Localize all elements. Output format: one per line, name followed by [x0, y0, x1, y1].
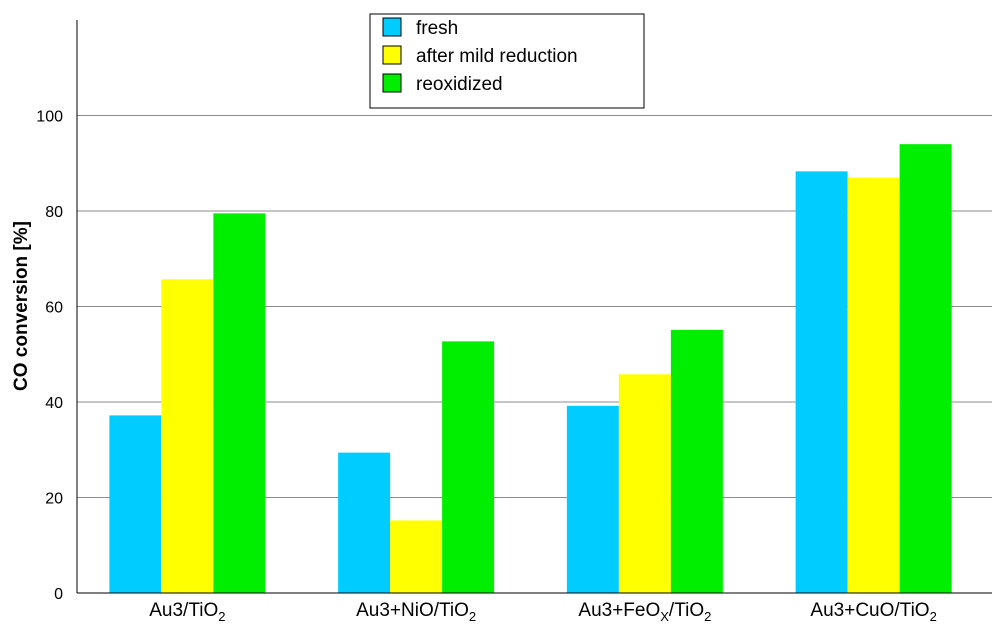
legend-label: fresh [416, 18, 458, 39]
bars [109, 144, 952, 593]
bar-after-mild-reduction-1 [161, 279, 214, 593]
bar-after-mild-reduction-4 [847, 177, 900, 593]
bar-reoxidized-4 [899, 144, 952, 593]
x-tick-label: Au3/TiO2 [149, 600, 225, 624]
legend-label: reoxidized [416, 74, 503, 95]
x-tick-label: Au3+CuO/TiO2 [810, 600, 936, 624]
legend-box [369, 13, 645, 109]
x-tick-labels: Au3/TiO2 Au3+NiO/TiO2 Au3+FeOX/TiO2 Au3+CuO… [149, 600, 937, 624]
axes [76, 20, 992, 594]
legend-swatch-after-mild-reduction [382, 45, 402, 65]
x-tick-label: Au3+NiO/TiO2 [356, 600, 476, 624]
bar-fresh-1 [109, 415, 162, 593]
bar-after-mild-reduction-2 [390, 520, 443, 593]
bar-reoxidized-3 [670, 329, 723, 593]
bar-reoxidized-1 [213, 213, 266, 593]
bar-reoxidized-2 [442, 341, 495, 593]
y-tick-label: 60 [45, 300, 63, 317]
y-tick-label: 100 [36, 109, 63, 126]
legend-swatch-fresh [382, 17, 402, 37]
legend-label: after mild reduction [416, 46, 578, 67]
y-tick-labels: 0 20 40 60 80 100 [36, 109, 63, 604]
x-tick-label: Au3+FeOX/TiO2 [578, 600, 711, 624]
legend: fresh after mild reduction reoxidized [369, 13, 645, 109]
y-axis-title: CO conversion [%] [11, 221, 32, 391]
y-tick-label: 20 [45, 491, 63, 508]
y-tick-label: 40 [45, 395, 63, 412]
bar-fresh-3 [566, 405, 619, 593]
legend-swatch-reoxidized [382, 73, 402, 93]
bar-after-mild-reduction-3 [618, 374, 671, 593]
y-tick-label: 80 [45, 204, 63, 221]
y-tick-label: 0 [54, 586, 63, 603]
bar-fresh-4 [795, 171, 848, 593]
bar-fresh-2 [338, 452, 391, 593]
